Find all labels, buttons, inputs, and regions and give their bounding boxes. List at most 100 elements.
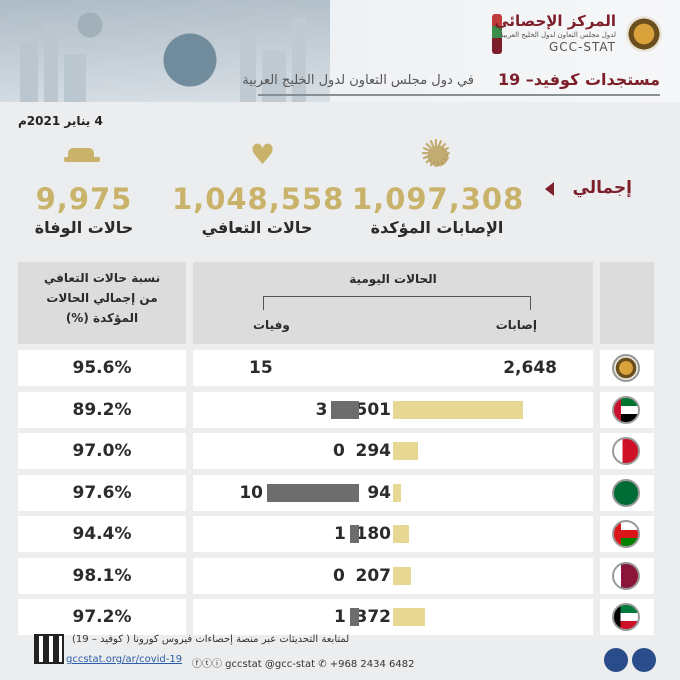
cases-value: 207	[355, 565, 392, 586]
gcc-stat-logo: المركز الإحصائي لدول مجلس التعاون لدول ا…	[452, 10, 662, 60]
badge-icon	[604, 648, 628, 672]
recovery-rate-cell: 97.0%	[18, 433, 186, 469]
tuv-badge-icon	[632, 648, 656, 672]
flag-cell	[600, 350, 654, 386]
footer-link[interactable]: gccstat.org/ar/covid-19	[66, 654, 183, 665]
recovery-rate-cell: 95.6%	[18, 350, 186, 386]
flag-cell	[600, 474, 654, 511]
stat-recovered: 1,048,558 حالات التعافي	[172, 182, 345, 237]
org-name-ar-sub: لدول مجلس التعاون لدول الخليج العربية	[499, 31, 616, 39]
org-name-ar: المركز الإحصائي	[494, 12, 616, 30]
deaths-value: 3	[315, 399, 328, 420]
header-daily-cases: الحالات اليومية إصابات وفيات	[193, 262, 593, 344]
recovery-rate-cell: 98.1%	[18, 557, 186, 594]
stat-confirmed-value: 1,097,308	[352, 182, 525, 216]
deaths-value: 0	[333, 565, 345, 586]
deaths-value: 1	[333, 524, 346, 544]
org-name-en: GCC-STAT	[548, 40, 616, 54]
country-flag-icon	[612, 603, 640, 631]
daily-values-cell: 2,648 15	[193, 350, 593, 386]
header-bracket	[263, 296, 531, 310]
daily-values-cell: 207 0	[193, 557, 593, 594]
header-deaths: وفيات	[253, 318, 290, 332]
cases-value: 180	[355, 524, 392, 544]
deaths-bar	[349, 525, 359, 543]
daily-cases-table: نسبة حالات التعافي من إجمالي الحالات الم…	[18, 262, 654, 635]
cases-value: 94	[367, 482, 391, 503]
country-flag-icon	[612, 478, 640, 507]
title-sub: في دول مجلس التعاون لدول الخليج العربية	[242, 73, 474, 88]
stat-confirmed-label: الإصابات المؤكدة	[370, 218, 504, 237]
table-row: 97.6% 94 10	[18, 474, 654, 511]
virus-icon	[420, 132, 456, 176]
certification-badges	[600, 648, 660, 672]
daily-values-cell: 94 10	[193, 474, 593, 511]
deaths-bar	[349, 608, 359, 626]
flag-cell	[600, 557, 654, 594]
header-daily: الحالات اليومية	[349, 272, 437, 286]
daily-values-cell: 372 1	[193, 599, 593, 635]
stat-recovered-label: حالات التعافي	[201, 218, 313, 237]
cases-value: 294	[355, 441, 392, 461]
stat-confirmed: 1,097,308 الإصابات المؤكدة	[352, 182, 525, 237]
cases-bar	[393, 400, 523, 419]
header-recovery-rate: نسبة حالات التعافي من إجمالي الحالات الم…	[18, 262, 186, 344]
header-recovery-line1: نسبة حالات التعافي	[43, 271, 161, 285]
header-recovery-line2: من إجمالي الحالات	[46, 291, 158, 305]
flag-cell	[600, 391, 654, 428]
header-flag-column	[600, 262, 654, 344]
header-cases: إصابات	[495, 318, 537, 332]
stat-deaths-value: 9,975	[35, 182, 133, 216]
deaths-value: 15	[249, 358, 273, 378]
country-flag-icon	[612, 395, 640, 424]
summary-label: إجمالي	[572, 178, 632, 198]
cases-bar	[393, 566, 411, 585]
cases-value: 372	[355, 607, 392, 627]
gcc-emblem-icon	[626, 16, 662, 52]
header-recovery-line3: المؤكدة (%)	[65, 311, 139, 325]
title-divider	[258, 94, 660, 96]
qr-code-icon[interactable]	[34, 634, 64, 664]
footer-text: لمتابعة التحديثات عبر منصة إحصاءات فيروس…	[72, 634, 350, 645]
recovery-rate-cell: 89.2%	[18, 391, 186, 428]
arrow-left-icon	[545, 182, 554, 196]
table-row: 95.6% 2,648 15	[18, 350, 654, 386]
country-flag-icon	[612, 437, 640, 465]
heart-pulse-icon: ♥	[250, 138, 276, 171]
table-row: 94.4% 180 1	[18, 516, 654, 552]
stat-deaths-label: حالات الوفاة	[34, 218, 134, 237]
table-row: 97.2% 372 1	[18, 599, 654, 635]
top-banner: المركز الإحصائي لدول مجلس التعاون لدول ا…	[0, 0, 680, 102]
deaths-value: 0	[333, 441, 345, 461]
daily-values-cell: 180 1	[193, 516, 593, 552]
banner-illustration	[0, 0, 330, 102]
stat-deaths: 9,975 حالات الوفاة	[14, 182, 154, 237]
table-row: 97.0% 294 0	[18, 433, 654, 469]
daily-values-cell: 1,501 3	[193, 391, 593, 428]
deaths-bar	[267, 483, 359, 502]
cases-bar	[393, 442, 419, 460]
flag-cell	[600, 599, 654, 635]
flag-cell	[600, 516, 654, 552]
deaths-bar	[331, 400, 359, 419]
table-row: 98.1% 207 0	[18, 557, 654, 594]
flag-cell	[600, 433, 654, 469]
patient-bed-icon	[64, 144, 100, 162]
report-date: 4 يناير 2021م	[18, 114, 103, 128]
footer-social: ⓕⓣⓘ gccstat @gcc-stat ✆ +968 2434 6482	[192, 659, 415, 670]
table-row: 89.2% 1,501 3	[18, 391, 654, 428]
daily-values-cell: 294 0	[193, 433, 593, 469]
cases-bar	[393, 483, 402, 502]
stat-recovered-value: 1,048,558	[172, 182, 345, 216]
recovery-rate-cell: 94.4%	[18, 516, 186, 552]
cases-bar	[393, 608, 426, 626]
recovery-rate-cell: 97.6%	[18, 474, 186, 511]
deaths-value: 1	[333, 607, 346, 627]
country-flag-icon	[612, 561, 640, 590]
cases-bar	[393, 525, 409, 543]
title-main: مستجدات كوفيد– 19	[497, 70, 660, 89]
country-flag-icon	[612, 354, 640, 382]
cases-value: 2,648	[503, 358, 557, 378]
country-flag-icon	[612, 520, 640, 548]
deaths-value: 10	[239, 482, 263, 503]
